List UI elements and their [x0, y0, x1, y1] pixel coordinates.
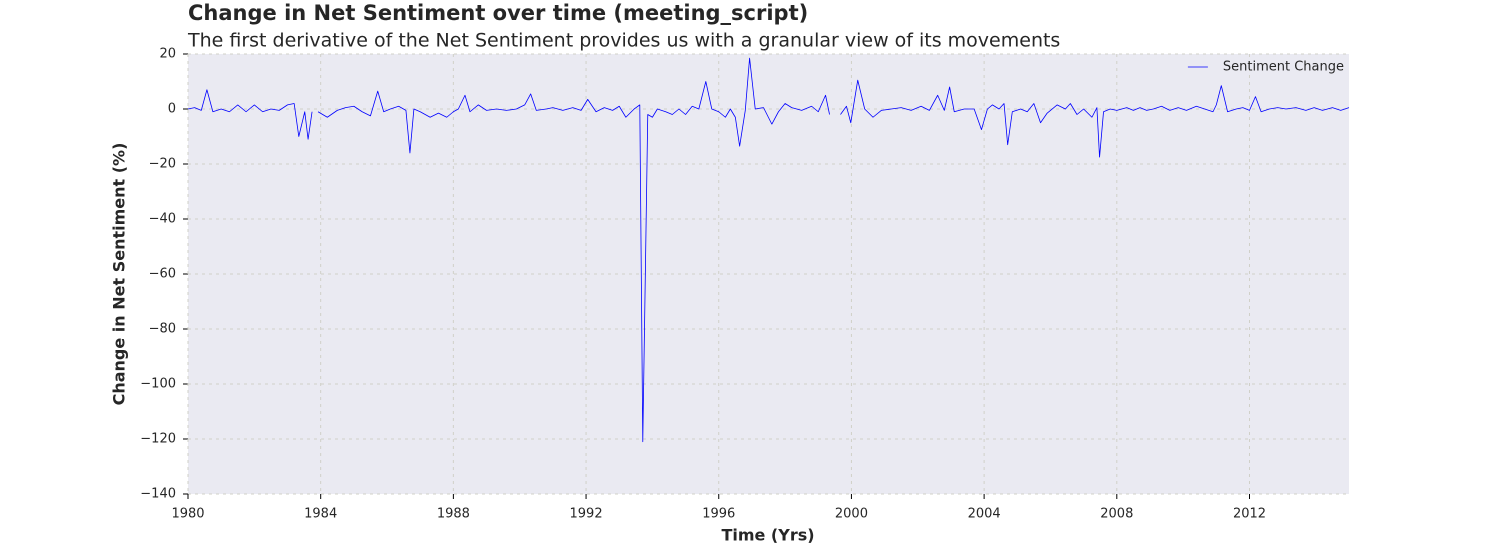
- data-line: [187, 57, 1350, 443]
- y-tick-label: −120: [140, 432, 176, 447]
- legend-label: Sentiment Change: [1223, 60, 1344, 75]
- chart-subtitle: The first derivative of the Net Sentimen…: [187, 30, 1060, 52]
- x-tick-label: 2004: [968, 507, 1001, 522]
- y-axis-label: Change in Net Sentiment (%): [110, 143, 129, 406]
- chart-title: Change in Net Sentiment over time (meeti…: [188, 1, 808, 25]
- y-tick-label: −60: [149, 267, 176, 282]
- y-tick-label: −140: [140, 487, 176, 502]
- x-tick-label: 1980: [171, 507, 204, 522]
- x-axis-label: Time (Yrs): [721, 526, 814, 545]
- y-tick-label: −20: [149, 157, 176, 172]
- x-tick-label: 1984: [304, 507, 337, 522]
- x-tick-label: 1992: [570, 507, 603, 522]
- plot-background: [188, 54, 1349, 494]
- y-tick-label: 0: [168, 102, 176, 117]
- y-tick-label: −40: [149, 212, 176, 227]
- x-tick-label: 2000: [835, 507, 868, 522]
- y-tick-label: −100: [140, 377, 176, 392]
- x-tick-label: 2012: [1233, 507, 1266, 522]
- y-tick-label: −80: [149, 322, 176, 337]
- x-tick-label: 1996: [702, 507, 735, 522]
- y-tick-label: 20: [159, 47, 176, 62]
- x-tick-label: 1988: [437, 507, 470, 522]
- x-tick-label: 2008: [1100, 507, 1133, 522]
